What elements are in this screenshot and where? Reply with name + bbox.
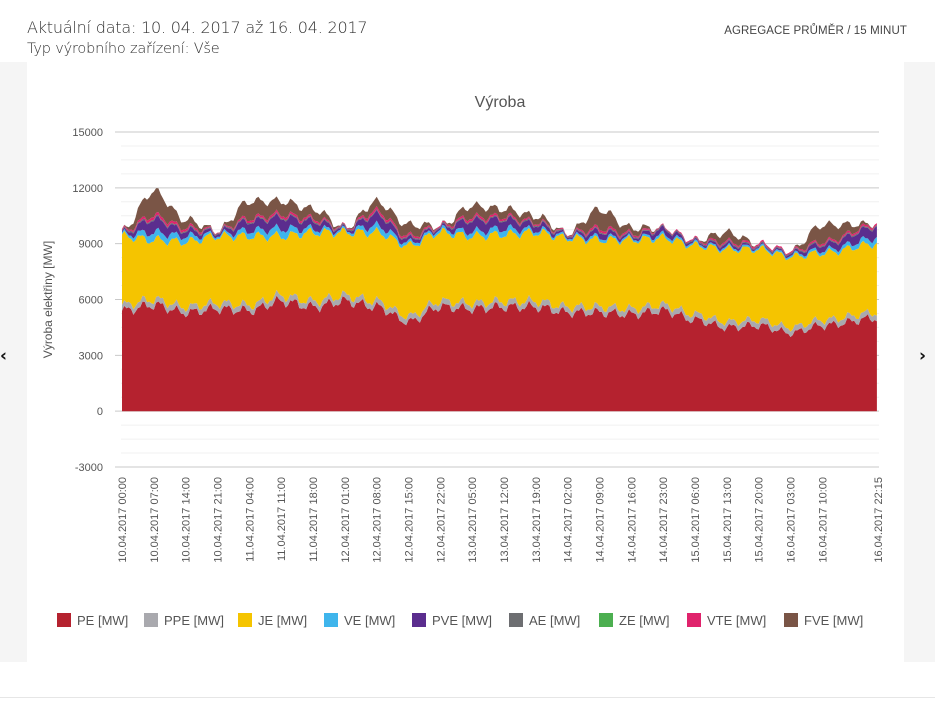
legend-swatch[interactable] bbox=[324, 613, 338, 627]
legend-item[interactable]: FVE [MW] bbox=[804, 613, 863, 628]
x-tick-label: 16.04.2017 22:15 bbox=[873, 477, 885, 563]
x-tick-label: 15.04.2017 20:00 bbox=[754, 477, 766, 563]
x-tick-label: 10.04.2017 21:00 bbox=[212, 477, 224, 563]
x-tick-label: 16.04.2017 10:00 bbox=[817, 477, 829, 563]
legend-swatch[interactable] bbox=[599, 613, 613, 627]
legend-swatch[interactable] bbox=[784, 613, 798, 627]
legend-item[interactable]: VE [MW] bbox=[344, 613, 395, 628]
legend-item[interactable]: PE [MW] bbox=[77, 613, 128, 628]
area-series-je bbox=[122, 226, 877, 332]
x-tick-label: 10.04.2017 14:00 bbox=[181, 477, 193, 563]
y-tick-label: 0 bbox=[97, 406, 103, 418]
y-axis-label: Výroba elektřiny [MW] bbox=[41, 241, 55, 358]
x-tick-label: 10.04.2017 07:00 bbox=[149, 477, 161, 563]
x-tick-label: 12.04.2017 22:00 bbox=[435, 477, 447, 563]
production-chart: Výroba 15000 12000 9000 6000 3000 0 -3000 Výroba… bbox=[41, 94, 885, 628]
date-range-text: Aktuální data: 10. 04. 2017 až 16. 04. 2… bbox=[27, 18, 368, 37]
area-series-ve bbox=[122, 220, 877, 261]
legend-item[interactable]: PVE [MW] bbox=[432, 613, 492, 628]
x-tick-label: 13.04.2017 19:00 bbox=[531, 477, 543, 563]
x-tick-label: 14.04.2017 23:00 bbox=[658, 477, 670, 563]
legend-swatch[interactable] bbox=[238, 613, 252, 627]
legend-item[interactable]: VTE [MW] bbox=[707, 613, 766, 628]
legend-swatch[interactable] bbox=[412, 613, 426, 627]
legend-swatch[interactable] bbox=[509, 613, 523, 627]
x-tick-label: 14.04.2017 16:00 bbox=[626, 477, 638, 563]
legend-item[interactable]: AE [MW] bbox=[529, 613, 580, 628]
x-tick-label: 11.04.2017 18:00 bbox=[308, 477, 320, 562]
bottom-divider bbox=[0, 697, 935, 698]
legend-swatch[interactable] bbox=[57, 613, 71, 627]
x-tick-label: 14.04.2017 09:00 bbox=[594, 477, 606, 563]
x-tick-label: 12.04.2017 15:00 bbox=[403, 477, 415, 563]
x-tick-label: 15.04.2017 13:00 bbox=[722, 477, 734, 563]
x-tick-label: 16.04.2017 03:00 bbox=[785, 477, 797, 563]
y-tick-label: 3000 bbox=[79, 350, 103, 362]
x-tick-label: 13.04.2017 12:00 bbox=[499, 477, 511, 563]
x-tick-label: 11.04.2017 11:00 bbox=[276, 477, 288, 561]
x-tick-label: 12.04.2017 08:00 bbox=[372, 477, 384, 563]
chevron-left-icon[interactable]: ‹ bbox=[0, 346, 8, 366]
chart-title: Výroba bbox=[475, 94, 526, 111]
x-tick-label: 14.04.2017 02:00 bbox=[563, 477, 575, 563]
legend-item[interactable]: ZE [MW] bbox=[619, 613, 670, 628]
y-tick-label: 12000 bbox=[72, 183, 103, 195]
chart-container: Výroba 15000 12000 9000 6000 3000 0 -3000 Výroba… bbox=[27, 62, 904, 662]
legend-swatch[interactable] bbox=[144, 613, 158, 627]
x-tick-label: 10.04.2017 00:00 bbox=[117, 477, 129, 563]
legend-item[interactable]: PPE [MW] bbox=[164, 613, 224, 628]
y-tick-label: 6000 bbox=[79, 295, 103, 307]
chevron-right-icon[interactable]: › bbox=[919, 346, 927, 366]
area-series-fve bbox=[122, 188, 877, 255]
x-tick-label: 13.04.2017 05:00 bbox=[467, 477, 479, 563]
x-tick-label: 11.04.2017 04:00 bbox=[244, 477, 256, 562]
area-series-pe bbox=[122, 295, 877, 412]
x-tick-label: 15.04.2017 06:00 bbox=[690, 477, 702, 563]
device-type-text: Typ výrobního zařízení: Vše bbox=[27, 41, 220, 57]
chart-panel: Výroba 15000 12000 9000 6000 3000 0 -3000 Výroba… bbox=[0, 62, 935, 662]
aggregation-link[interactable]: AGREGACE PRŮMĚR / 15 MINUT bbox=[724, 25, 907, 37]
area-series-pve bbox=[122, 209, 877, 259]
legend-swatch[interactable] bbox=[687, 613, 701, 627]
y-tick-label: -3000 bbox=[75, 462, 103, 474]
x-tick-label: 12.04.2017 01:00 bbox=[340, 477, 352, 563]
y-tick-label: 9000 bbox=[79, 239, 103, 251]
legend-item[interactable]: JE [MW] bbox=[258, 613, 307, 628]
y-tick-label: 15000 bbox=[72, 127, 103, 139]
